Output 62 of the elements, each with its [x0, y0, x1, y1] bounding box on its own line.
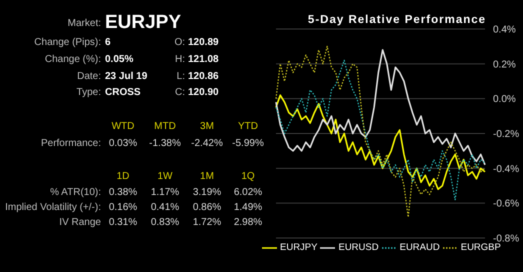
text: Type: [76, 86, 101, 98]
y-tick-label: 0.4% [493, 24, 516, 36]
legend-label: EURGBP [460, 242, 501, 253]
text: Change (Pips): [34, 36, 101, 48]
text: H: [175, 54, 185, 66]
line-series [275, 94, 486, 190]
text: 0.31% [108, 216, 138, 228]
text: L: [176, 70, 185, 82]
text: MTD [154, 120, 176, 132]
y-tick-label: -0.4% [493, 164, 520, 175]
text: CROSS [105, 86, 141, 98]
y-tick-label: 0.2% [493, 59, 516, 70]
text: 1.72% [192, 216, 222, 228]
text: 2.98% [234, 216, 262, 228]
y-tick-label: -0.8% [493, 234, 520, 245]
text: 0.38% [108, 186, 138, 198]
text: Date: [77, 70, 101, 82]
text: 1W [158, 170, 172, 182]
text: -5.99% [232, 138, 264, 150]
text: 3.19% [192, 186, 222, 198]
text: 0.86% [192, 202, 222, 214]
text: EURJPY [105, 12, 182, 34]
legend-label: EURUSD [338, 242, 379, 253]
text: Performance: [40, 138, 101, 150]
text: WTD [112, 120, 134, 132]
line-series [275, 49, 486, 166]
text: -2.42% [191, 138, 223, 150]
text: 121.08 [188, 54, 219, 66]
text: 6 [105, 36, 111, 48]
text: 120.89 [188, 36, 219, 48]
line-series [275, 60, 486, 200]
text: O: [174, 36, 185, 48]
text: Market: [68, 18, 101, 30]
text: -1.38% [149, 138, 181, 150]
text: 0.03% [108, 138, 138, 150]
text: % ATR(10): [50, 186, 101, 198]
text: YTD [238, 120, 258, 132]
text: 1Q [241, 170, 255, 182]
legend-label: EURJPY [280, 242, 318, 253]
text: 1.49% [234, 202, 262, 214]
text: Change (%): [44, 54, 101, 66]
y-tick-label: 0.0% [493, 94, 516, 106]
text: 1D [116, 170, 130, 182]
text: Implied Volatility (+/-): [5, 202, 101, 214]
text: 120.86 [188, 70, 219, 82]
text: 0.83% [150, 216, 180, 228]
text: 3M [200, 120, 214, 132]
text: 1M [200, 170, 214, 182]
text: C: [175, 86, 185, 98]
y-tick-label: -0.6% [493, 198, 520, 210]
text: IV Range [59, 216, 101, 228]
y-tick-label: -0.2% [493, 129, 520, 140]
legend-label: EURAUD [400, 242, 440, 253]
text: 6.02% [234, 186, 262, 198]
chart-title: 5-Day Relative Performance [306, 14, 488, 26]
text: 0.41% [150, 202, 180, 214]
text: 1.17% [150, 186, 180, 198]
text: 120.90 [188, 86, 219, 98]
text: 0.05% [105, 54, 134, 66]
text: 23 Jul 19 [105, 70, 148, 82]
text: 0.16% [108, 202, 138, 214]
line-series [275, 46, 486, 218]
